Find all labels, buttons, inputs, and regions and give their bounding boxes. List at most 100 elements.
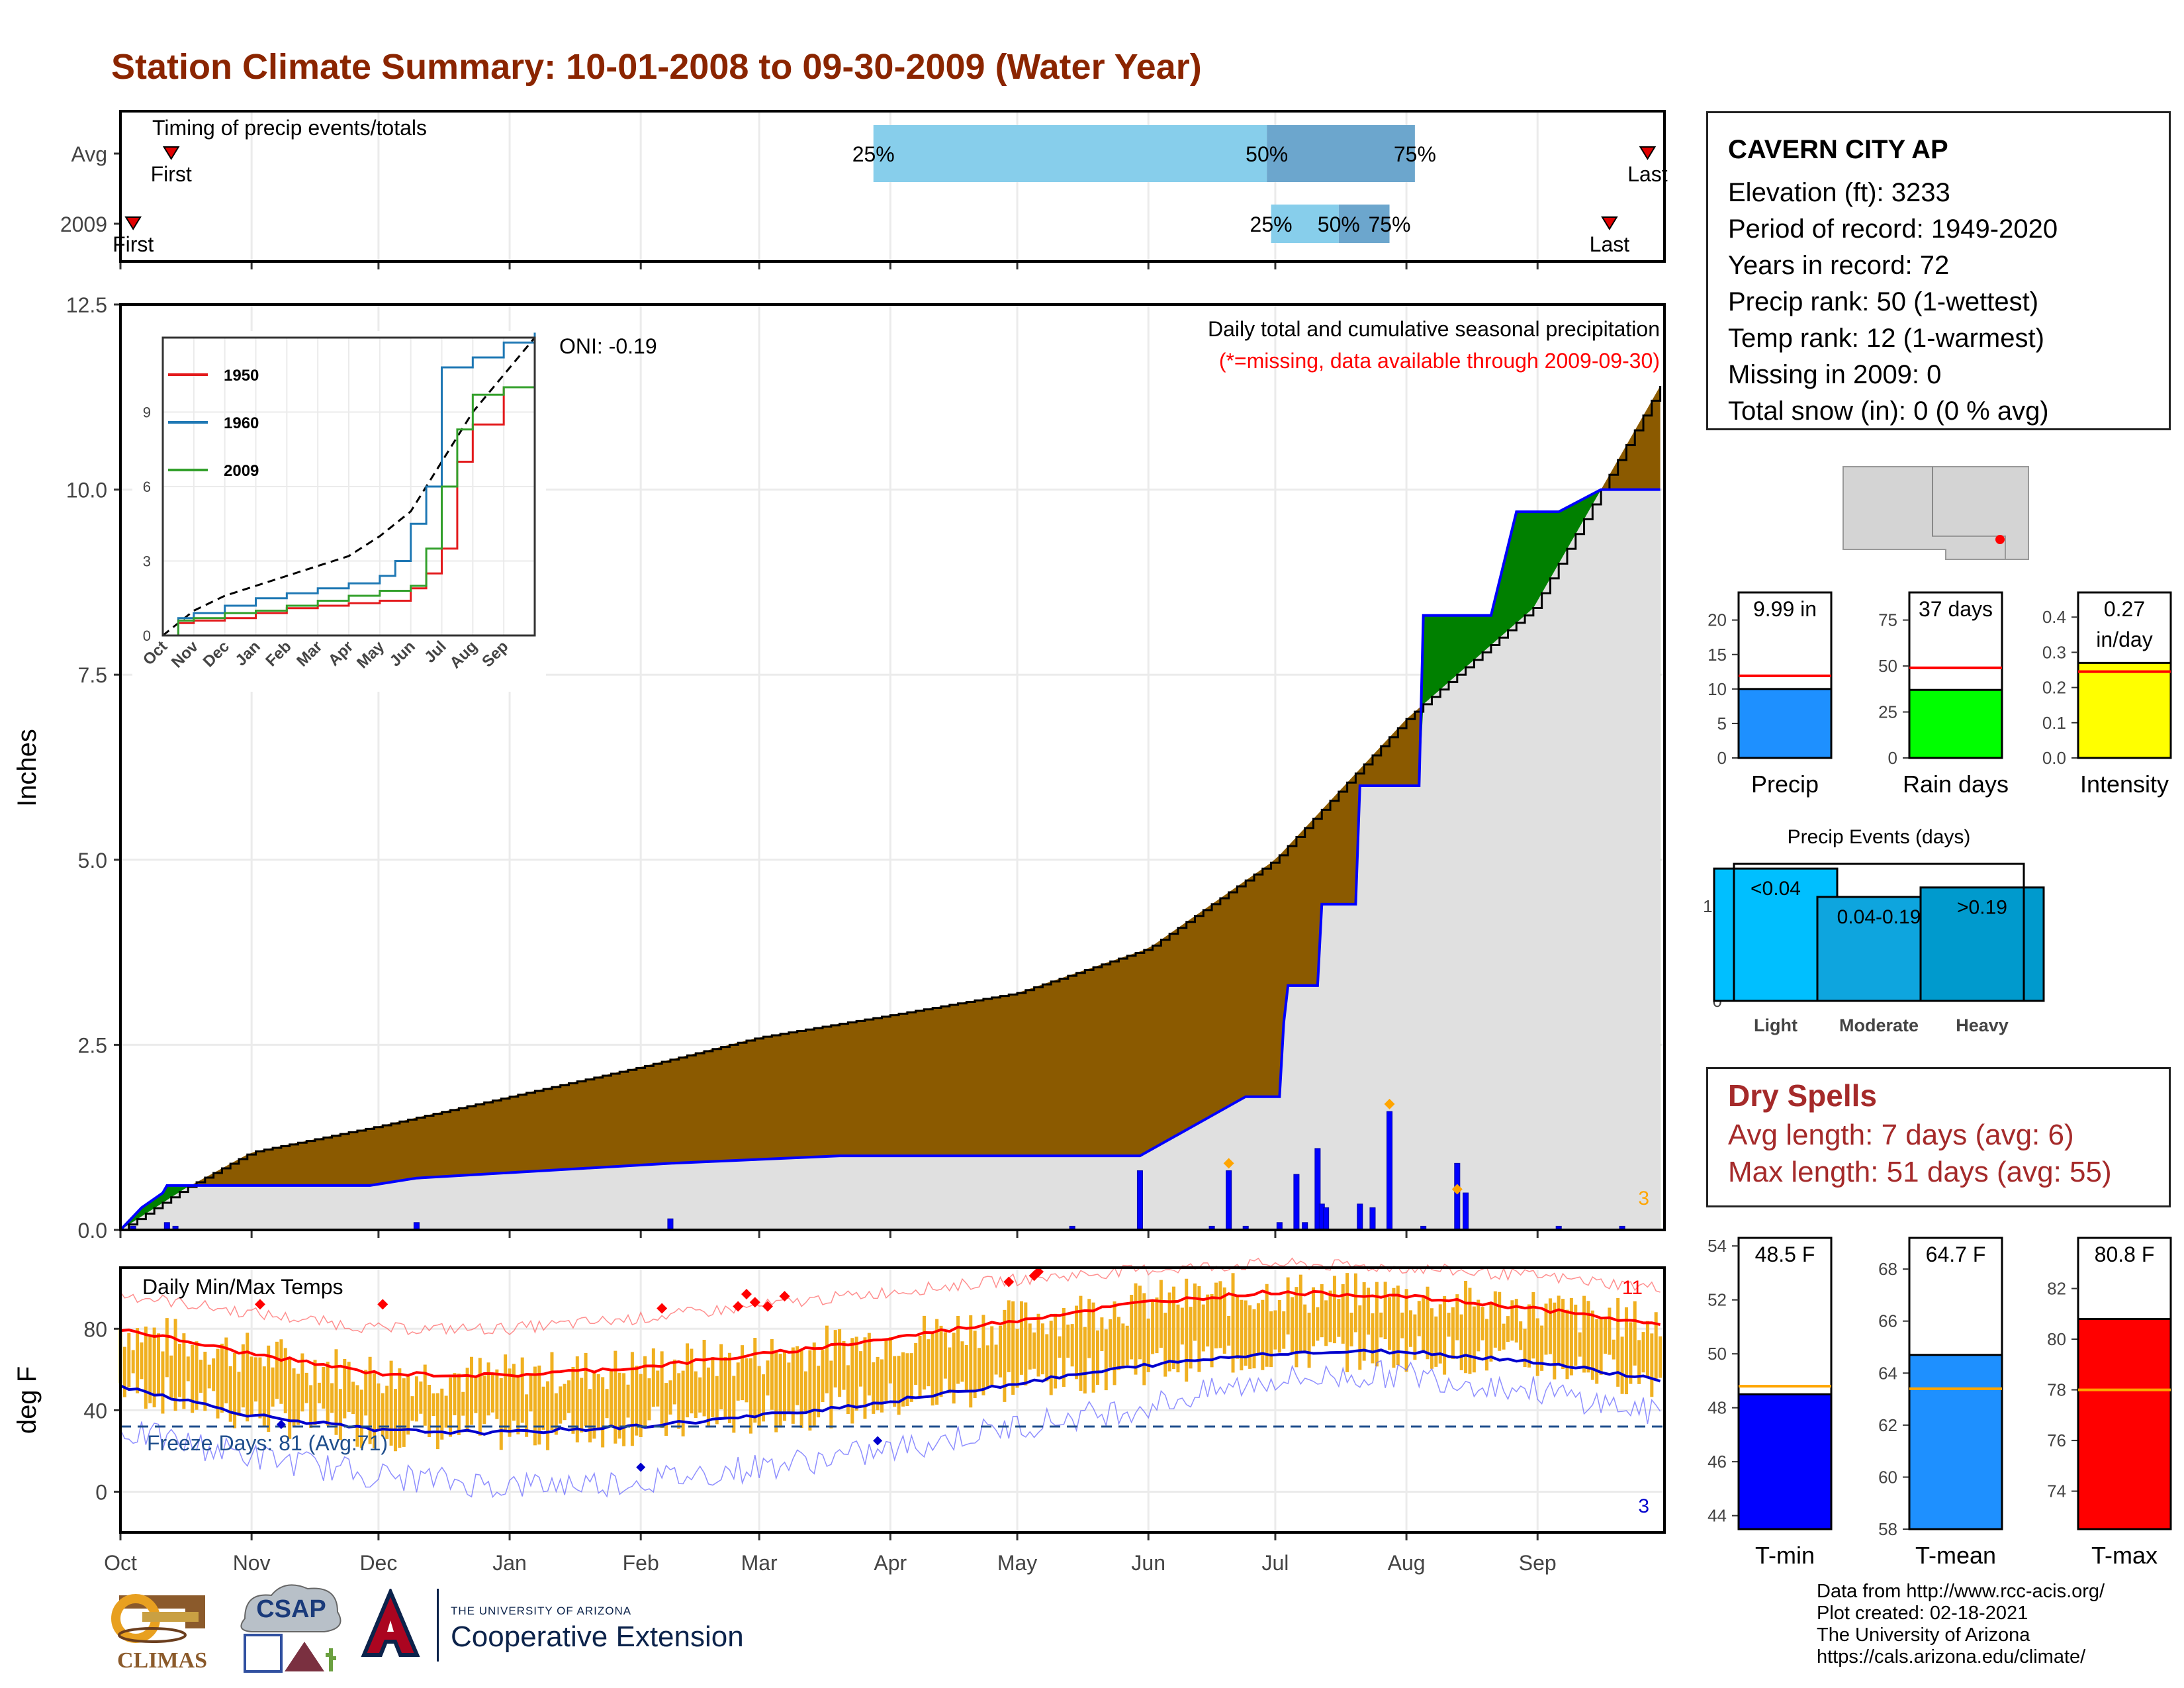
timing-quartile-label-0-1: 50%: [1246, 142, 1288, 166]
record-max-line: [120, 1257, 1661, 1336]
inset-border: [161, 336, 536, 637]
precip-events-title: Precip Events (days): [1788, 826, 1971, 848]
station-temp-rank: Temp rank: 12 (1-warmest): [1728, 324, 2044, 353]
tmean-chart-value-bar: [1908, 1354, 2003, 1530]
record-high-marker-10: [1033, 1266, 1044, 1278]
daily-precip-bar-11: [1293, 1174, 1300, 1231]
precip-ytick-label-3: 7.5: [78, 663, 107, 687]
precip-total-chart-ytick-label-3: 15: [1707, 645, 1727, 665]
tmin-chart-ytick-label-3: 50: [1707, 1344, 1727, 1364]
record-high-marker-2: [657, 1303, 668, 1314]
map-station-marker: [1995, 535, 2005, 544]
dry-spells-box: Dry Spells Avg length: 7 days (avg: 6) M…: [1706, 1067, 2171, 1207]
timing-row-label-1: 2009: [60, 212, 107, 236]
month-axis-label-8: Jun: [1131, 1551, 1165, 1575]
tmean-chart-ytick-label-2: 62: [1878, 1415, 1897, 1435]
timing-q25-q50-bar-0: [873, 125, 1267, 182]
daily-precip-bar-15: [1323, 1207, 1330, 1231]
precip-extreme-count: 3: [1638, 1188, 1649, 1209]
station-elevation: Elevation (ft): 3233: [1728, 178, 1950, 207]
ua-name-small: THE UNIVERSITY OF ARIZONA: [451, 1605, 632, 1617]
timing-last-marker-0: [1639, 146, 1657, 160]
climas-logo-text: CLIMAS: [116, 1648, 208, 1673]
intensity-chart-ytick-label-0: 0.0: [2042, 748, 2066, 768]
tmean-chart-ytick-label-3: 64: [1878, 1363, 1897, 1383]
tmax-chart-ytick-label-0: 74: [2047, 1481, 2066, 1501]
tmax-chart-value-bar: [2077, 1317, 2172, 1530]
tmean-chart-ytick-label-1: 60: [1878, 1467, 1897, 1487]
intensity-chart-value-label-0: 0.27: [2104, 597, 2145, 621]
precip-extreme-marker-0: [1223, 1158, 1234, 1169]
timing-q50-q75-bar-1: [1338, 205, 1390, 243]
daily-precip-bar-20: [1454, 1162, 1461, 1231]
month-axis-label-1: Nov: [233, 1551, 271, 1575]
record-high-marker-6: [762, 1301, 773, 1312]
record-high-marker-7: [779, 1291, 790, 1302]
precip-chart-subtitle: (*=missing, data available through 2009-…: [1219, 349, 1660, 373]
intensity-chart-ytick-label-1: 0.1: [2042, 713, 2066, 733]
record-low-marker-2: [873, 1436, 883, 1446]
precip-events-bar-label-2: >0.19: [1957, 897, 2007, 919]
intensity-chart-value-label-1: in/day: [2096, 628, 2152, 651]
tmean-chart-value-label: 64.7 F: [1926, 1243, 1986, 1266]
precip-total-chart-value-label: 9.99 in: [1753, 597, 1817, 621]
timing-panel-border: [119, 110, 1666, 263]
station-period: Period of record: 1949-2020: [1728, 214, 2058, 244]
temp-ytick-label-1: 40: [83, 1399, 107, 1423]
timing-quartile-label-1-0: 25%: [1250, 212, 1293, 236]
precip-ytick-label-4: 10.0: [66, 479, 107, 502]
precip-events-category-2: Heavy: [1956, 1015, 2009, 1035]
record-high-marker-1: [377, 1299, 388, 1310]
precip-ytick-label-5: 12.5: [66, 293, 107, 317]
tmean-chart-ytick-label-4: 66: [1878, 1311, 1897, 1331]
timing-last-label-0: Last: [1627, 162, 1668, 186]
daily-precip-bar-4: [667, 1218, 674, 1231]
tmax-chart-ytick-label-1: 76: [2047, 1430, 2066, 1450]
month-axis-label-5: Mar: [741, 1551, 778, 1575]
tmax-chart-ytick-label-3: 80: [2047, 1329, 2066, 1349]
precip-normal-fill: [120, 489, 1661, 1230]
precip-total-chart-ytick-label-4: 20: [1707, 610, 1727, 630]
record-min-line: [120, 1360, 1661, 1499]
precip-total-chart-ytick-label-0: 0: [1717, 748, 1727, 768]
record-low-marker-1: [636, 1462, 646, 1472]
daily-precip-bar-17: [1369, 1207, 1376, 1231]
precip-total-chart-value-bar: [1737, 688, 1833, 759]
csap-logo: CSAP: [232, 1579, 351, 1685]
tmin-chart-ytick-label-2: 48: [1707, 1398, 1727, 1418]
tmax-chart-value-label: 80.8 F: [2095, 1243, 2155, 1266]
oni-annotation: ONI: -0.19: [559, 334, 657, 358]
precip-events-border: [1733, 863, 2025, 1002]
timing-title: Timing of precip events/totals: [152, 116, 427, 140]
dry-spells-max: Max length: 51 days (avg: 55): [1728, 1156, 2112, 1188]
timing-quartile-label-1-1: 50%: [1318, 212, 1360, 236]
month-axis-label-3: Jan: [492, 1551, 527, 1575]
timing-first-marker-0: [162, 146, 180, 160]
timing-last-label-1: Last: [1590, 232, 1630, 256]
precip-events-category-0: Light: [1754, 1015, 1797, 1035]
precip-deficit-area: [120, 386, 1661, 1231]
timing-q25-q50-bar-1: [1271, 205, 1339, 243]
avg-max-line: [120, 1289, 1661, 1378]
tmin-chart-value-label: 48.5 F: [1755, 1243, 1815, 1266]
temp-ytick-label-2: 80: [83, 1317, 107, 1341]
rain-days-chart-value-bar: [1908, 688, 2003, 759]
station-years: Years in record: 72: [1728, 251, 1950, 280]
rain-days-chart-category-label: Rain days: [1903, 771, 2009, 798]
inset-ytick-label-0: 0: [143, 628, 151, 644]
dry-spells-avg: Avg length: 7 days (avg: 6): [1728, 1119, 2074, 1151]
timing-last-marker-1: [1601, 216, 1618, 230]
tmin-chart-value-bar: [1737, 1393, 1833, 1530]
rain-days-chart-ytick-label-0: 0: [1888, 748, 1897, 768]
tmin-chart-ytick-label-4: 52: [1707, 1290, 1727, 1310]
precip-observed-line: [119, 488, 1661, 1231]
precip-ytick-label-1: 2.5: [78, 1033, 107, 1057]
precip-total-chart-ytick-label-1: 5: [1717, 714, 1727, 733]
month-axis-label-9: Jul: [1262, 1551, 1289, 1575]
month-axis-label-0: Oct: [104, 1551, 137, 1575]
intensity-chart-value-bar: [2077, 661, 2172, 759]
record-low-count: 3: [1638, 1495, 1649, 1517]
inset-series-line-2: [163, 386, 535, 637]
tmax-chart-ytick-label-2: 78: [2047, 1380, 2066, 1400]
